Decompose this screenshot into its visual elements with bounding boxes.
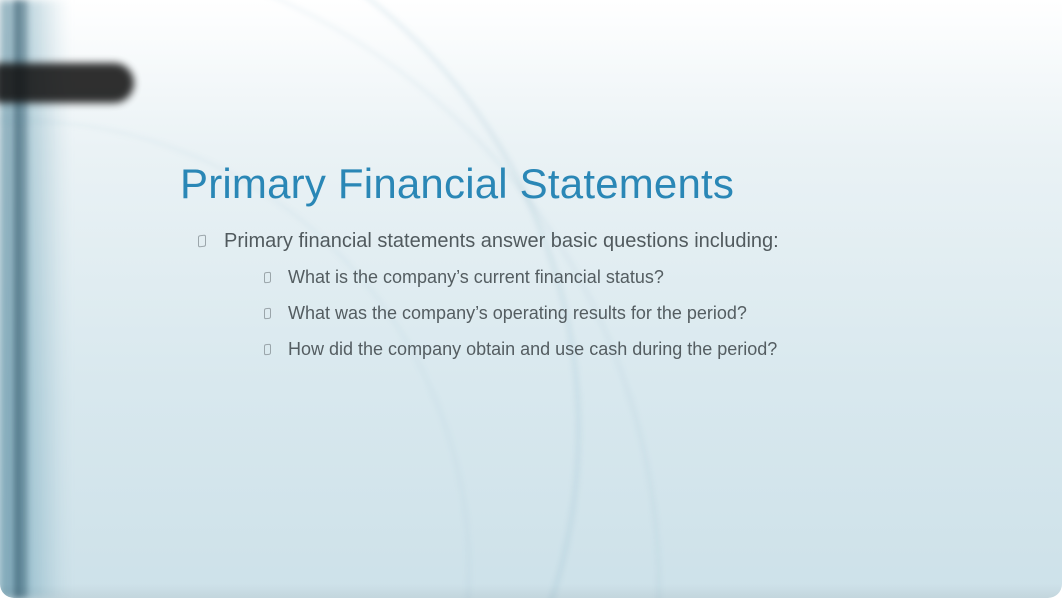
dark-tab-decor bbox=[0, 63, 134, 103]
bullet-main-text: Primary financial statements answer basi… bbox=[224, 230, 779, 252]
bullet-main: Primary financial statements answer basi… bbox=[188, 226, 1002, 364]
slide-content: Primary Financial Statements Primary fin… bbox=[180, 160, 1002, 374]
slide-title: Primary Financial Statements bbox=[180, 160, 1002, 208]
bullet-sub: How did the company obtain and use cash … bbox=[258, 336, 1002, 364]
bullet-list-level1: Primary financial statements answer basi… bbox=[180, 226, 1002, 364]
slide: Primary Financial Statements Primary fin… bbox=[0, 0, 1062, 598]
bullet-sub-text: How did the company obtain and use cash … bbox=[288, 339, 777, 359]
bullet-sub: What was the company’s operating results… bbox=[258, 300, 1002, 328]
bullet-sub-text: What was the company’s operating results… bbox=[288, 303, 747, 323]
bottom-shadow-edge bbox=[0, 584, 1062, 598]
bullet-sub: What is the company’s current financial … bbox=[258, 264, 1002, 292]
bullet-sub-text: What is the company’s current financial … bbox=[288, 267, 664, 287]
bullet-list-level2: What is the company’s current financial … bbox=[224, 264, 1002, 364]
